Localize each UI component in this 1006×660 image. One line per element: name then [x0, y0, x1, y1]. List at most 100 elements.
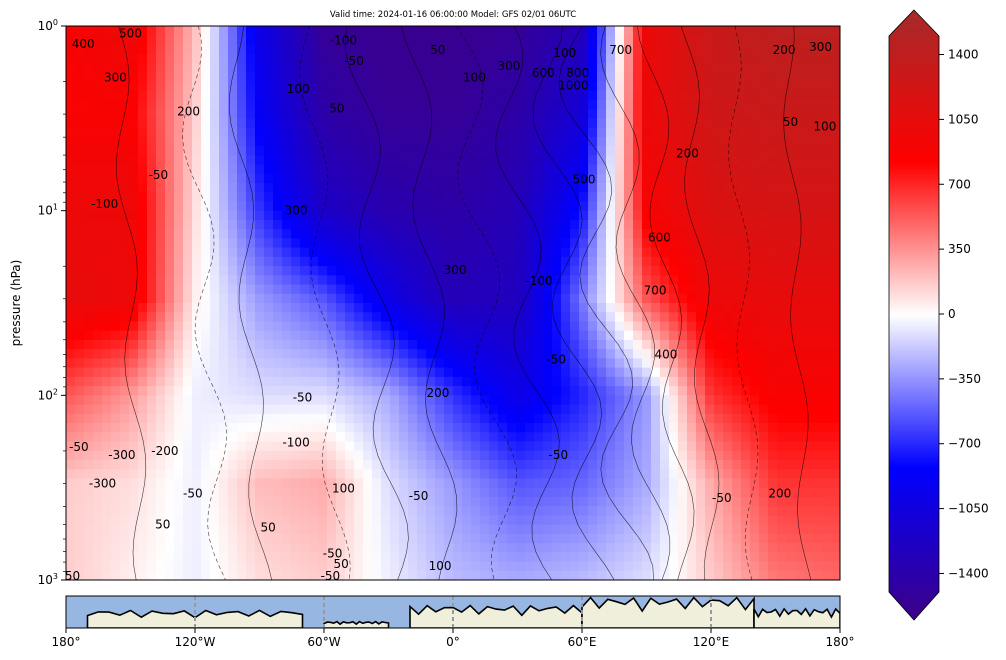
heatmap-cell: [597, 62, 607, 73]
heatmap-cell: [678, 127, 688, 138]
heatmap-cell: [111, 155, 121, 166]
heatmap-cell: [408, 358, 418, 369]
heatmap-cell: [345, 284, 355, 295]
heatmap-cell: [543, 358, 553, 369]
heatmap-cell: [219, 469, 229, 480]
heatmap-cell: [381, 533, 391, 544]
heatmap-cell: [219, 155, 229, 166]
heatmap-cell: [282, 312, 292, 323]
heatmap-cell: [687, 339, 697, 350]
heatmap-cell: [831, 330, 840, 341]
heatmap-cell: [336, 395, 346, 406]
heatmap-cell: [732, 376, 742, 387]
heatmap-cell: [75, 552, 85, 563]
heatmap-cell: [813, 164, 823, 175]
heatmap-cell: [147, 339, 157, 350]
heatmap-cell: [165, 99, 175, 110]
heatmap-cell: [399, 62, 409, 73]
heatmap-cell: [228, 35, 238, 46]
heatmap-cell: [174, 182, 184, 193]
heatmap-cell: [309, 515, 319, 526]
heatmap-cell: [399, 26, 409, 36]
heatmap-cell: [363, 524, 373, 535]
heatmap-cell: [381, 432, 391, 443]
heatmap-cell: [264, 210, 274, 221]
heatmap-cell: [633, 210, 643, 221]
heatmap-cell: [813, 81, 823, 92]
heatmap-cell: [813, 506, 823, 516]
heatmap-cell: [705, 164, 715, 175]
heatmap-cell: [93, 26, 103, 36]
heatmap-cell: [174, 515, 184, 526]
heatmap-cell: [201, 53, 211, 64]
heatmap-cell: [336, 441, 346, 452]
heatmap-cell: [372, 386, 382, 396]
heatmap-cell: [786, 321, 796, 332]
heatmap-cell: [822, 432, 832, 443]
heatmap-cell: [750, 321, 760, 332]
heatmap-cell: [417, 275, 427, 286]
heatmap-cell: [444, 44, 454, 55]
heatmap-cell: [84, 339, 94, 350]
heatmap-cell: [786, 256, 796, 267]
heatmap-cell: [147, 459, 157, 470]
heatmap-cell: [291, 404, 301, 415]
heatmap-cell: [219, 404, 229, 415]
heatmap-cell: [246, 533, 256, 544]
heatmap-cell: [372, 404, 382, 415]
heatmap-cell: [165, 26, 175, 36]
heatmap-cell: [498, 256, 508, 267]
heatmap-cell: [642, 201, 652, 212]
heatmap-cell: [417, 404, 427, 415]
heatmap-cell: [336, 210, 346, 221]
heatmap-cell: [732, 423, 742, 433]
heatmap-cell: [381, 90, 391, 101]
heatmap-cell: [768, 182, 778, 193]
heatmap-cell: [237, 72, 247, 82]
heatmap-cell: [309, 376, 319, 387]
heatmap-cell: [795, 118, 805, 129]
heatmap-cell: [759, 404, 769, 415]
heatmap-cell: [273, 192, 283, 203]
heatmap-cell: [75, 136, 85, 147]
heatmap-cell: [705, 155, 715, 166]
heatmap-cell: [669, 164, 679, 175]
heatmap-cell: [120, 496, 130, 507]
heatmap-cell: [705, 266, 715, 276]
heatmap-cell: [696, 62, 706, 73]
heatmap-cell: [624, 62, 634, 73]
heatmap-cell: [372, 256, 382, 267]
heatmap-cell: [786, 349, 796, 359]
heatmap-cell: [687, 496, 697, 507]
heatmap-cell: [435, 552, 445, 563]
heatmap-cell: [435, 229, 445, 239]
heatmap-cell: [102, 432, 112, 443]
heatmap-cell: [246, 441, 256, 452]
heatmap-cell: [417, 72, 427, 82]
heatmap-cell: [300, 376, 310, 387]
heatmap-cell: [417, 312, 427, 323]
heatmap-cell: [480, 349, 490, 359]
heatmap-cell: [579, 136, 589, 147]
heatmap-cell: [228, 386, 238, 396]
heatmap-cell: [660, 533, 670, 544]
heatmap-cell: [687, 284, 697, 295]
heatmap-cell: [561, 293, 571, 304]
heatmap-cell: [489, 358, 499, 369]
heatmap-cell: [210, 81, 220, 92]
heatmap-cell: [300, 404, 310, 415]
heatmap-cell: [507, 210, 517, 221]
heatmap-cell: [606, 303, 616, 313]
heatmap-cell: [633, 321, 643, 332]
heatmap-cell: [678, 524, 688, 535]
heatmap-cell: [327, 293, 337, 304]
heatmap-cell: [291, 543, 301, 553]
heatmap-cell: [714, 469, 724, 480]
heatmap-cell: [336, 35, 346, 46]
heatmap-cell: [66, 127, 76, 138]
heatmap-cell: [291, 303, 301, 313]
heatmap-cell: [237, 146, 247, 156]
heatmap-cell: [174, 496, 184, 507]
heatmap-cell: [516, 293, 526, 304]
heatmap-cell: [75, 487, 85, 498]
